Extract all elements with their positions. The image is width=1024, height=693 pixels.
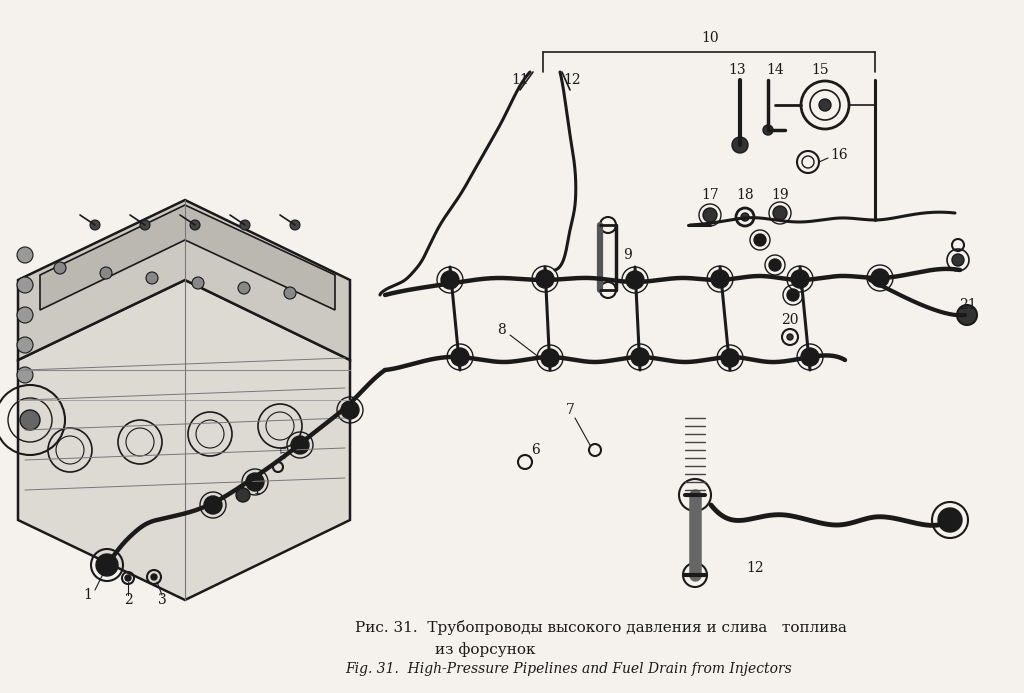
Circle shape: [125, 575, 131, 581]
Text: 21: 21: [959, 298, 977, 312]
Polygon shape: [18, 280, 350, 600]
Circle shape: [938, 508, 962, 532]
Circle shape: [754, 234, 766, 246]
Text: 10: 10: [701, 31, 719, 45]
Text: 1: 1: [84, 588, 92, 602]
Circle shape: [246, 473, 264, 491]
Text: 9: 9: [624, 248, 633, 262]
Circle shape: [100, 267, 112, 279]
Text: 14: 14: [766, 63, 784, 77]
Circle shape: [441, 271, 459, 289]
Text: 8: 8: [498, 323, 507, 337]
Circle shape: [20, 410, 40, 430]
Text: 19: 19: [771, 188, 788, 202]
Circle shape: [140, 220, 150, 230]
Polygon shape: [18, 200, 350, 360]
Circle shape: [957, 305, 977, 325]
Circle shape: [291, 436, 309, 454]
Text: Fig. 31.  High-Pressure Pipelines and Fuel Drain from Injectors: Fig. 31. High-Pressure Pipelines and Fue…: [345, 662, 792, 676]
Circle shape: [451, 348, 469, 366]
Circle shape: [151, 574, 157, 580]
Circle shape: [96, 554, 118, 576]
Text: 5: 5: [279, 448, 288, 462]
Text: 2: 2: [124, 593, 132, 607]
Circle shape: [741, 213, 749, 221]
Text: 11: 11: [511, 73, 528, 87]
Circle shape: [238, 282, 250, 294]
Polygon shape: [40, 205, 335, 310]
Circle shape: [787, 334, 793, 340]
Circle shape: [290, 220, 300, 230]
Circle shape: [631, 348, 649, 366]
Circle shape: [341, 401, 359, 419]
Circle shape: [90, 220, 100, 230]
Text: 13: 13: [728, 63, 745, 77]
Text: 7: 7: [565, 403, 574, 417]
Circle shape: [146, 272, 158, 284]
Circle shape: [284, 287, 296, 299]
Circle shape: [952, 254, 964, 266]
Circle shape: [787, 289, 799, 301]
Text: 3: 3: [158, 593, 166, 607]
Circle shape: [791, 270, 809, 288]
Circle shape: [711, 270, 729, 288]
Text: 6: 6: [530, 443, 540, 457]
Circle shape: [541, 349, 559, 367]
Circle shape: [773, 206, 787, 220]
Circle shape: [236, 488, 250, 502]
Circle shape: [769, 259, 781, 271]
Circle shape: [721, 349, 739, 367]
Circle shape: [819, 99, 831, 111]
Text: 12: 12: [746, 561, 764, 575]
Circle shape: [17, 337, 33, 353]
Text: 15: 15: [811, 63, 828, 77]
Circle shape: [703, 208, 717, 222]
Circle shape: [626, 271, 644, 289]
Circle shape: [193, 277, 204, 289]
Text: Рис. 31.  Трубопроводы высокого давления и слива   топлива: Рис. 31. Трубопроводы высокого давления …: [355, 620, 847, 635]
Circle shape: [732, 137, 748, 153]
Circle shape: [801, 348, 819, 366]
Text: из форсунок: из форсунок: [435, 642, 536, 657]
Circle shape: [536, 270, 554, 288]
Circle shape: [17, 307, 33, 323]
Circle shape: [871, 269, 889, 287]
Circle shape: [17, 247, 33, 263]
Circle shape: [240, 220, 250, 230]
Text: 16: 16: [830, 148, 848, 162]
Text: 20: 20: [781, 313, 799, 327]
Circle shape: [763, 125, 773, 135]
Text: 12: 12: [563, 73, 581, 87]
Circle shape: [17, 277, 33, 293]
Text: 17: 17: [701, 188, 719, 202]
Circle shape: [17, 367, 33, 383]
Circle shape: [204, 496, 222, 514]
Text: 4: 4: [251, 483, 260, 497]
Circle shape: [190, 220, 200, 230]
Text: 18: 18: [736, 188, 754, 202]
Circle shape: [54, 262, 66, 274]
